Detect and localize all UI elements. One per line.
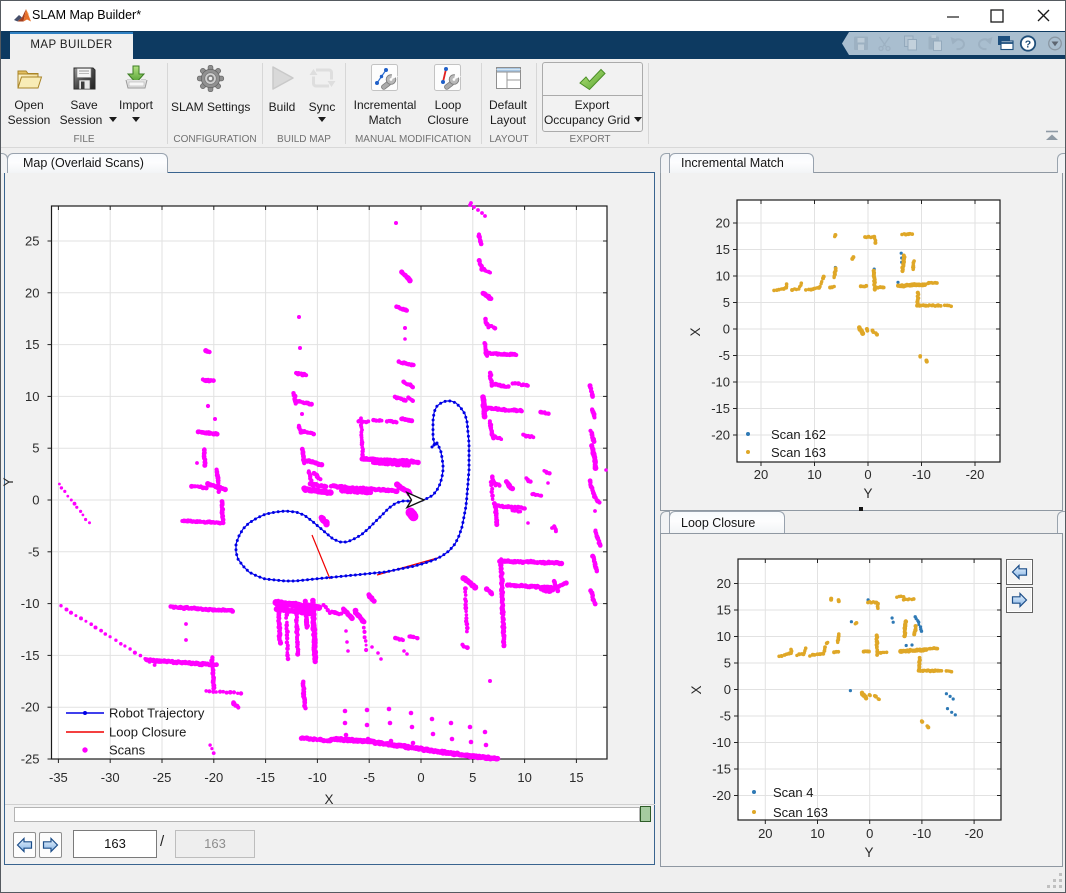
- svg-text:?: ?: [1025, 39, 1031, 51]
